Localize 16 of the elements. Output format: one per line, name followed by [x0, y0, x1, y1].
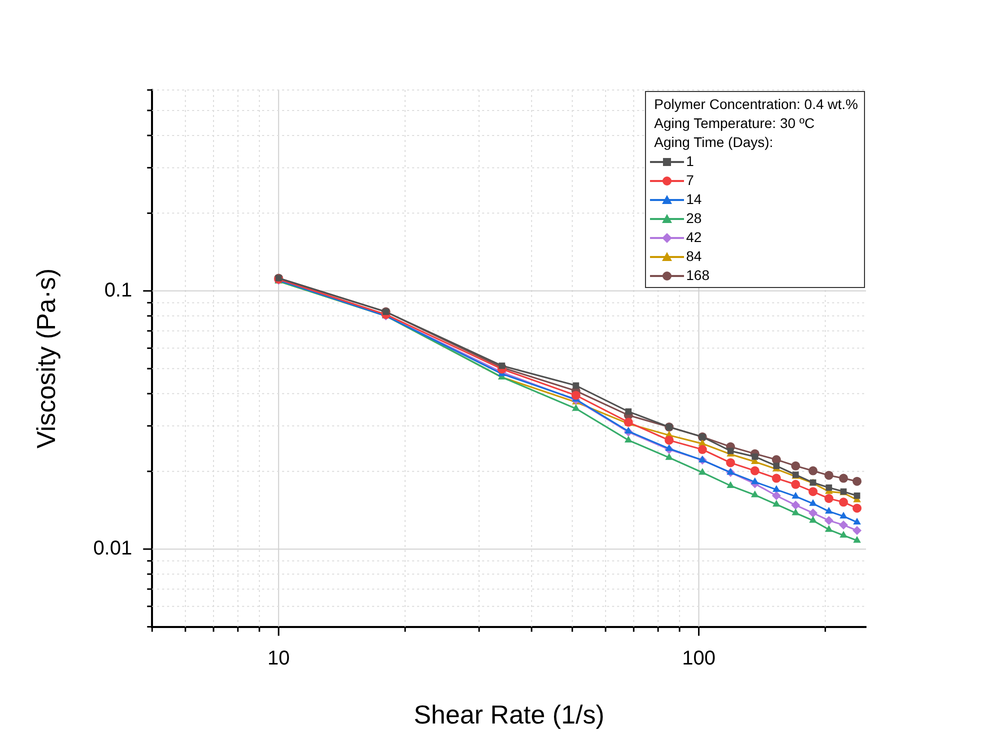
x-axis-title: Shear Rate (1/s)	[414, 700, 604, 730]
y-tick-label: 0.01	[93, 538, 132, 560]
y-tick-label: 0.1	[104, 279, 132, 302]
legend-label: 84	[686, 247, 702, 266]
x-tick-label: 10	[267, 647, 290, 670]
legend-label: 14	[686, 190, 702, 209]
x-tick-label: 100	[682, 647, 716, 670]
annotation: Aging Temperature: 30 ºC	[653, 114, 816, 133]
legend-title: Aging Time (Days):	[653, 133, 774, 152]
legend-label: 1	[686, 152, 694, 171]
legend-label: 42	[686, 228, 702, 247]
y-axis-title: Viscosity (Pa·s)	[30, 268, 61, 448]
legend-label: 168	[686, 266, 710, 285]
legend-label: 28	[686, 209, 702, 228]
annotation: Polymer Concentration: 0.4 wt.%	[653, 95, 858, 114]
legend-label: 7	[686, 171, 694, 190]
